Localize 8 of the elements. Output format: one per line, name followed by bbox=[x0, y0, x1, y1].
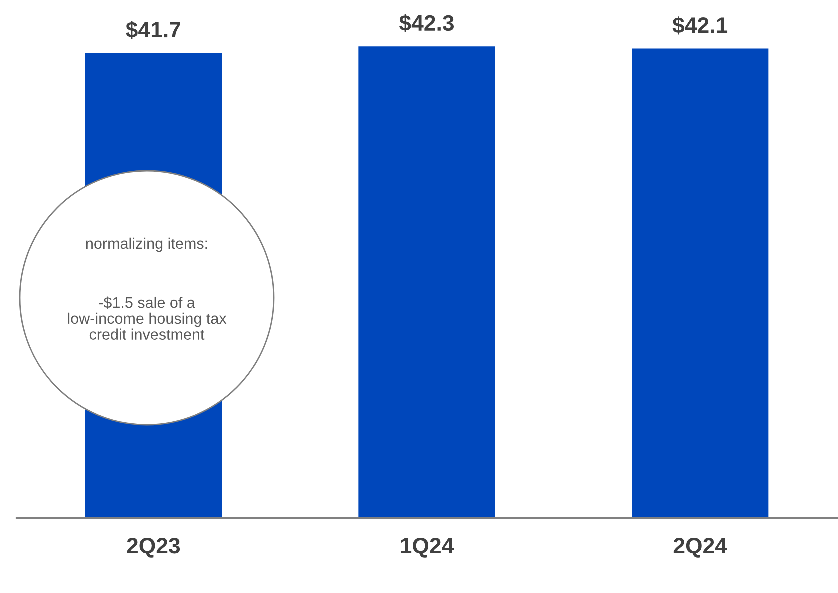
annotation: normalizing items: bbox=[86, 238, 208, 252]
data-label: $41.7 bbox=[126, 21, 180, 40]
data-label: $42.3 bbox=[399, 14, 454, 32]
data-label: $42.1 bbox=[672, 16, 728, 35]
x-tick-label: 2Q23 bbox=[127, 538, 180, 558]
annotation: -$1.5 sale of a low-income housing tax credit investment bbox=[68, 296, 227, 340]
x-tick-label: 2Q24 bbox=[674, 538, 728, 558]
x-tick-label: 1Q24 bbox=[401, 538, 454, 558]
